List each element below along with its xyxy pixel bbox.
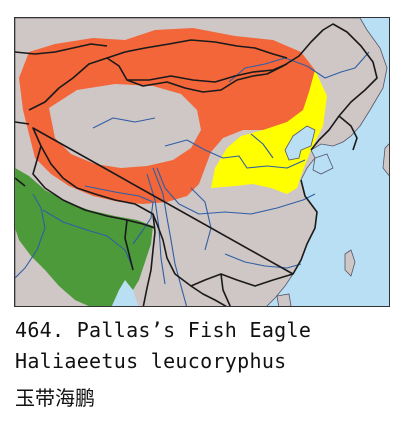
border-bangladesh — [124, 219, 134, 271]
river-brahmaputra — [84, 185, 154, 245]
river-pearl — [224, 253, 302, 269]
border-russia-kazakh — [15, 43, 108, 55]
taiwan-island — [344, 249, 356, 277]
chinese-name: 玉带海鹏 — [15, 386, 95, 410]
river-sichuan — [190, 187, 212, 251]
range-map — [14, 17, 390, 307]
border-korea — [338, 115, 358, 151]
bay-of-bengal — [111, 280, 139, 306]
rivers — [15, 51, 370, 306]
river-amur — [228, 51, 370, 83]
border-indochina — [190, 273, 231, 306]
river-north — [250, 133, 274, 159]
river-indus — [15, 193, 46, 279]
river-mekong — [152, 167, 188, 306]
resident-range — [15, 168, 153, 306]
english-name: Pallas’s Fish Eagle — [76, 318, 312, 342]
river-yangtze — [156, 167, 316, 215]
bohai-sea — [284, 125, 316, 161]
hainan-island — [276, 293, 292, 306]
border-myanmar — [142, 213, 156, 306]
border-india-nepal — [32, 145, 156, 229]
borders — [15, 23, 378, 306]
river-tarim — [92, 117, 156, 129]
yellow-sea-edge — [312, 153, 334, 175]
species-number: 464. — [15, 318, 65, 342]
range-gap-plateau — [49, 84, 201, 168]
river-yellow — [164, 139, 306, 169]
caption-title: 464. Pallas’s Fish Eagle — [15, 318, 311, 342]
japan-edge — [382, 143, 389, 177]
scientific-name: Haliaeetus leucoryphus — [15, 349, 287, 373]
river-ganges — [42, 209, 134, 269]
border-west — [15, 121, 30, 187]
border-mongolia — [106, 39, 288, 83]
